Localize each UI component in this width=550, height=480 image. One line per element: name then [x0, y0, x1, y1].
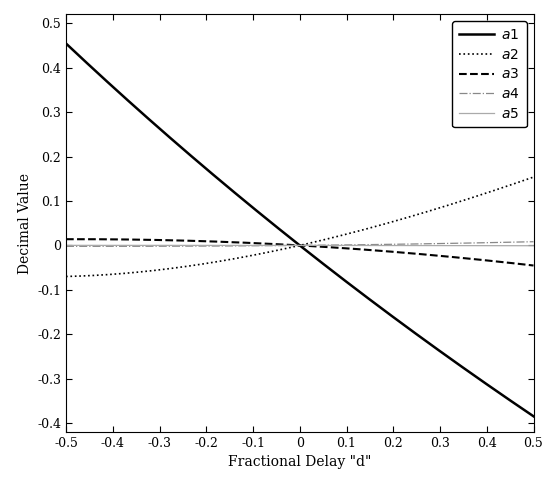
Y-axis label: Decimal Value: Decimal Value	[18, 173, 31, 274]
Legend: $\mathit{a1}$, $\mathit{a2}$, $\mathit{a3}$, $\mathit{a4}$, $\mathit{a5}$: $\mathit{a1}$, $\mathit{a2}$, $\mathit{a…	[453, 21, 526, 128]
X-axis label: Fractional Delay "d": Fractional Delay "d"	[228, 456, 371, 469]
